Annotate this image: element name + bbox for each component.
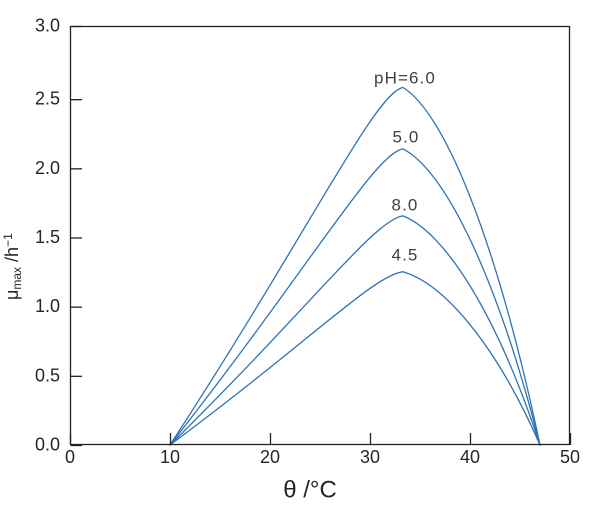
svg-text:1.5: 1.5 [35, 227, 60, 247]
svg-text:50: 50 [560, 447, 580, 467]
svg-text:1.0: 1.0 [35, 296, 60, 316]
svg-text:0.0: 0.0 [35, 435, 60, 455]
svg-text:3.0: 3.0 [35, 16, 60, 36]
svg-text:2.5: 2.5 [35, 89, 60, 109]
svg-text:θ /°C: θ /°C [283, 477, 337, 504]
svg-text:30: 30 [360, 447, 380, 467]
svg-text:pH=6.0: pH=6.0 [374, 69, 436, 88]
svg-text:0: 0 [65, 447, 75, 467]
svg-text:5.0: 5.0 [393, 128, 420, 147]
svg-text:2.0: 2.0 [35, 158, 60, 178]
svg-text:8.0: 8.0 [392, 196, 419, 215]
svg-text:20: 20 [260, 447, 280, 467]
svg-text:μmax /h−1: μmax /h−1 [1, 233, 24, 300]
svg-text:4.5: 4.5 [392, 246, 419, 265]
svg-text:10: 10 [160, 447, 180, 467]
svg-text:0.5: 0.5 [35, 365, 60, 385]
svg-text:40: 40 [460, 447, 480, 467]
